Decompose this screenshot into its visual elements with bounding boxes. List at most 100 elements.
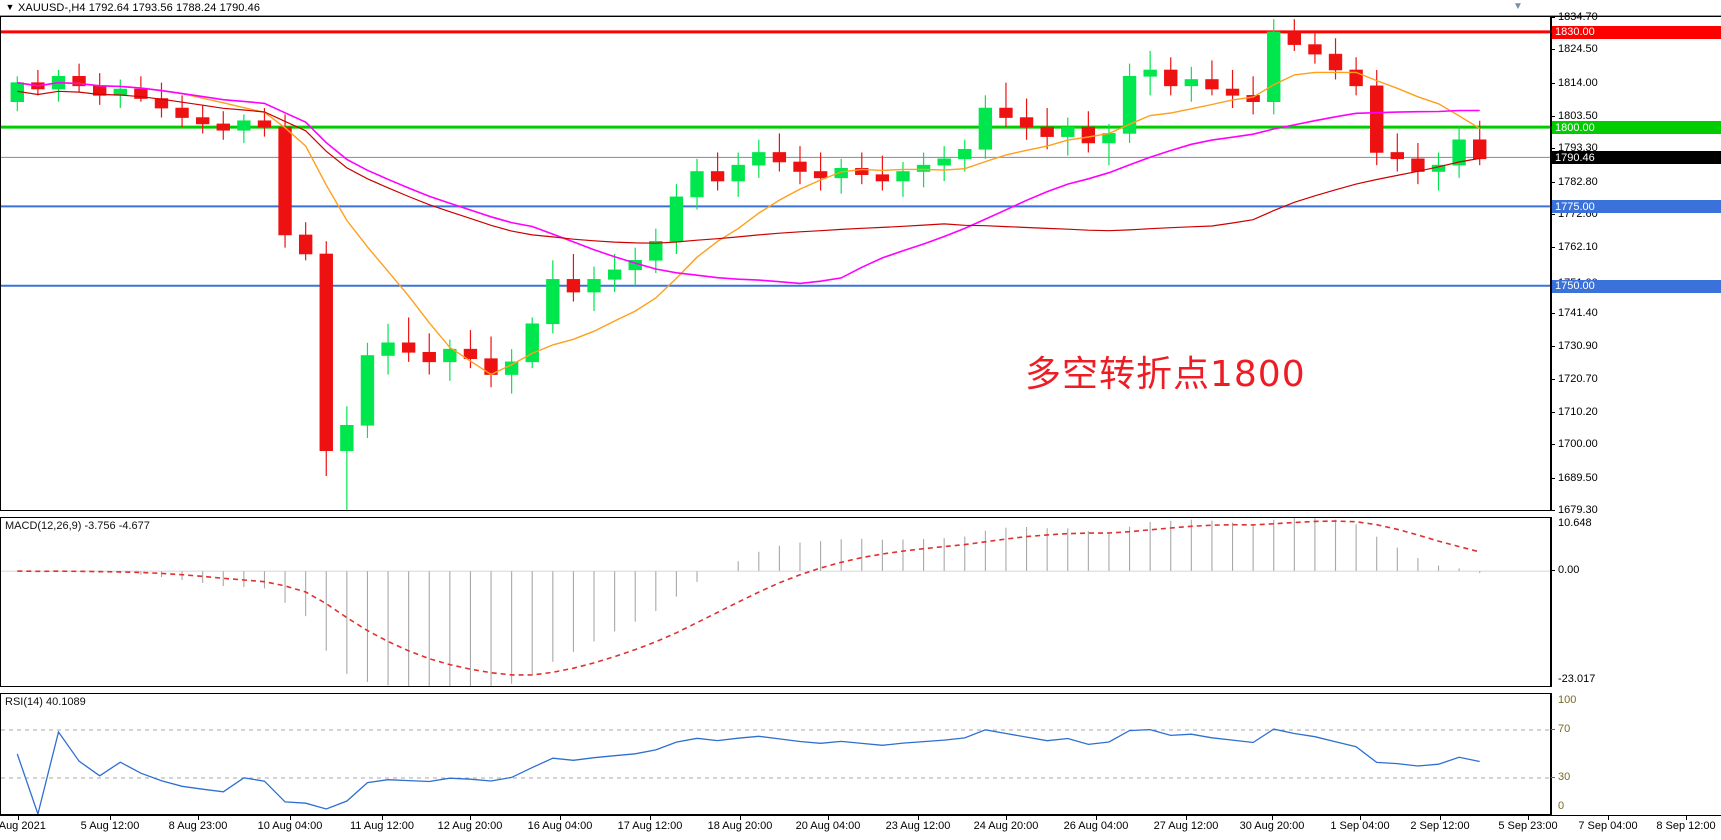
macd-signal-line	[17, 520, 1480, 676]
macd-axis: 10.648 0.00 -23.017	[1551, 517, 1721, 687]
time-axis-label: 1 Sep 04:00	[1330, 820, 1390, 832]
candle-body	[1143, 69, 1157, 77]
time-axis-label: 5 Aug 12:00	[80, 820, 140, 832]
candle-series	[10, 19, 1487, 510]
time-axis-label: 16 Aug 04:00	[527, 820, 593, 832]
price-axis-tick: 1793.30	[1551, 142, 1598, 155]
candle-body	[813, 171, 828, 179]
price-axis-tick: 1772.60	[1551, 208, 1598, 221]
candle-body	[1370, 85, 1384, 153]
price-axis-tick-label: 1793.30	[1558, 142, 1598, 155]
candle-body	[1390, 152, 1404, 160]
candle-body	[649, 240, 663, 261]
price-axis-tick-label: 1741.40	[1558, 306, 1598, 319]
price-pane[interactable]	[0, 16, 1551, 511]
candle-body	[937, 158, 951, 166]
candle-body	[546, 279, 560, 325]
candle-body	[1308, 44, 1322, 55]
time-axis-label: 24 Aug 20:00	[973, 820, 1039, 832]
candle-body	[1267, 31, 1281, 103]
candle-body	[916, 164, 931, 172]
candle-body	[793, 161, 807, 172]
time-axis-tick	[18, 816, 19, 820]
time-axis-tick	[198, 816, 199, 820]
time-axis-tick	[1528, 816, 1529, 820]
rsi-axis-tick: 100	[1551, 694, 1576, 707]
macd-axis-tick-label: 10.648	[1558, 517, 1592, 529]
time-axis[interactable]: 4 Aug 2021 5 Aug 12:00 8 Aug 23:00 10 Aug 0…	[0, 815, 1721, 840]
price-axis-tick: 1803.50	[1551, 110, 1598, 123]
price-axis-tick-label: 1814.00	[1558, 76, 1598, 89]
time-axis-tick	[828, 816, 829, 820]
macd-plot	[1, 518, 1550, 686]
time-axis-label: 12 Aug 20:00	[437, 820, 503, 832]
time-axis-tick	[110, 816, 111, 820]
candle-body	[72, 76, 86, 87]
rsi-indicator-label: RSI(14) 40.1089	[5, 696, 86, 708]
rsi-axis-tick: 70	[1551, 723, 1570, 736]
candle-body	[319, 253, 333, 451]
candle-body	[381, 342, 395, 356]
candle-body	[443, 348, 457, 363]
time-axis-tick	[1440, 816, 1441, 820]
chart-title-bar: ▼ XAUUSD-,H4 1792.64 1793.56 1788.24 179…	[0, 0, 1721, 16]
moving-average-line	[17, 71, 1481, 376]
candle-body	[669, 196, 684, 242]
time-axis-tick	[1186, 816, 1187, 820]
time-axis-label: 11 Aug 12:00	[349, 820, 415, 832]
candle-body	[710, 171, 725, 182]
candle-body	[731, 164, 745, 182]
time-axis-tick	[470, 816, 471, 820]
price-axis-tick-label: 1689.50	[1558, 471, 1598, 484]
candle-body	[1287, 31, 1302, 45]
price-level-label[interactable]: 1790.46	[1552, 151, 1721, 165]
price-axis[interactable]: 1834.70 1824.50 1814.00 1803.50 1793.30 1782.…	[1551, 12, 1721, 516]
candle-body	[1328, 53, 1343, 71]
time-axis-label: 30 Aug 20:00	[1239, 820, 1305, 832]
candle-body	[566, 279, 581, 293]
price-axis-tick-label: 1679.30	[1558, 504, 1598, 516]
price-axis-tick: 1824.50	[1551, 43, 1598, 56]
candle-body	[278, 126, 292, 236]
macd-pane[interactable]: MACD(12,26,9) -3.756 -4.677	[0, 517, 1551, 687]
candle-body	[1473, 139, 1487, 160]
price-level-label[interactable]: 1830.00	[1552, 25, 1721, 39]
time-axis-label: 5 Sep 23:00	[1498, 820, 1558, 832]
price-axis-spine	[1551, 17, 1552, 511]
price-level-label[interactable]: 1775.00	[1552, 200, 1721, 214]
candle-body	[195, 117, 210, 125]
price-axis-tick: 1689.50	[1551, 472, 1598, 485]
macd-indicator-label: MACD(12,26,9) -3.756 -4.677	[5, 520, 150, 532]
candle-body	[1122, 76, 1137, 134]
candle-body	[587, 279, 601, 293]
price-axis-tick-label: 1762.10	[1558, 241, 1598, 254]
candle-body	[875, 174, 890, 182]
rsi-pane[interactable]: RSI(14) 40.1089	[0, 693, 1551, 815]
chart-menu-caret-icon[interactable]: ▼	[5, 2, 15, 12]
rsi-plot	[1, 728, 1550, 814]
price-level-label[interactable]: 1750.00	[1552, 279, 1721, 293]
candle-body	[422, 352, 436, 363]
candle-body	[257, 120, 272, 128]
time-axis-label: 7 Sep 04:00	[1578, 820, 1638, 832]
time-axis-tick	[560, 816, 561, 820]
rsi-line	[16, 728, 1480, 814]
macd-axis-tick-label: 0.00	[1558, 564, 1580, 577]
price-level-label[interactable]: 1800.00	[1552, 121, 1721, 135]
time-axis-tick	[1006, 816, 1007, 820]
chart-text-annotation[interactable]: 多空转折点1800	[1025, 354, 1306, 395]
macd-axis-tick-label: -23.017	[1558, 673, 1596, 685]
candle-body	[175, 107, 189, 118]
collapse-chevron-down-icon[interactable]: ▼	[1513, 1, 1523, 12]
price-axis-tick-label: 1782.80	[1558, 175, 1598, 188]
price-axis-tick-label: 1720.70	[1558, 372, 1598, 385]
candlestick-plot	[1, 19, 1550, 510]
macd-axis-tick: 0.00	[1551, 564, 1579, 577]
candle-body	[896, 171, 910, 182]
candle-body	[401, 342, 416, 353]
price-axis-tick-label: 1772.60	[1558, 208, 1598, 220]
symbol-ohlc-label: XAUUSD-,H4 1792.64 1793.56 1788.24 1790.…	[18, 1, 261, 14]
candle-body	[1061, 126, 1075, 137]
time-axis-label: 26 Aug 04:00	[1063, 820, 1129, 832]
